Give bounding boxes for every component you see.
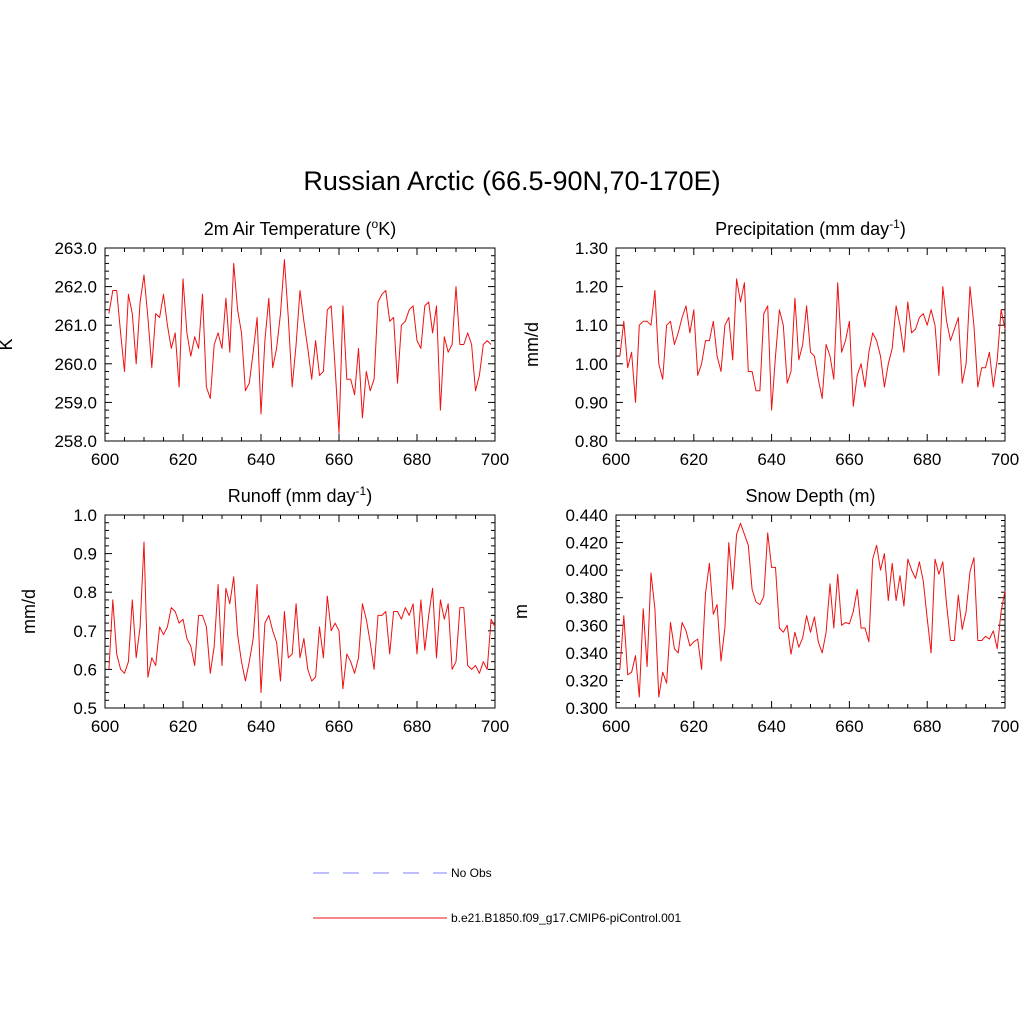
panel-title-text: Snow Depth (m) — [745, 486, 875, 506]
panel-title: Precipitation (mm day-1) — [715, 217, 906, 239]
x-tick-label: 600 — [91, 450, 119, 469]
y-tick-label: 0.5 — [73, 699, 97, 718]
panel-title: 2m Air Temperature (oK) — [204, 217, 396, 239]
figure-title: Russian Arctic (66.5-90N,70-170E) — [303, 166, 721, 196]
y-tick-label: 0.380 — [565, 589, 608, 608]
panel-title: Snow Depth (m) — [745, 486, 875, 506]
x-tick-label: 620 — [169, 717, 197, 736]
legend: No Obs b.e21.B1850.f09_g17.CMIP6-piContro… — [313, 866, 681, 925]
y-tick-label: 0.360 — [565, 616, 608, 635]
panel-title-end: K) — [378, 219, 396, 239]
x-tick-label: 680 — [403, 450, 431, 469]
x-tick-label: 640 — [247, 717, 275, 736]
y-tick-label: 263.0 — [54, 239, 97, 258]
panel-title-end: ) — [366, 486, 372, 506]
x-tick-label: 600 — [91, 717, 119, 736]
y-tick-label: 0.340 — [565, 644, 608, 663]
panel-title-text: Precipitation (mm day — [715, 219, 889, 239]
y-tick-label: 0.90 — [575, 393, 608, 412]
plot-frame — [104, 247, 496, 442]
y-tick-label: 0.300 — [565, 699, 608, 718]
y-axis-label: m — [511, 604, 531, 619]
x-tick-label: 620 — [680, 717, 708, 736]
y-axis-label: mm/d — [19, 589, 39, 634]
panel-title-superscript: o — [372, 217, 379, 231]
x-tick-label: 680 — [913, 717, 941, 736]
y-tick-label: 0.420 — [565, 534, 608, 553]
plot-frame — [615, 514, 1006, 709]
x-tick-label: 660 — [835, 717, 863, 736]
series-line-model — [619, 522, 1006, 698]
x-tick-label: 660 — [325, 717, 353, 736]
x-tick-label: 680 — [913, 450, 941, 469]
x-tick-label: 660 — [325, 450, 353, 469]
panel-title-text: Runoff (mm day — [228, 486, 356, 506]
panel-3: Runoff (mm day-1) mm/d 600 620 640 660 680 700 0… — [19, 484, 509, 736]
y-tick-label: 259.0 — [54, 393, 97, 412]
legend-label-obs: No Obs — [451, 866, 492, 880]
x-tick-label: 660 — [835, 450, 863, 469]
x-tick-label: 600 — [602, 450, 630, 469]
y-axis-label: K — [0, 338, 16, 350]
x-tick-label: 640 — [247, 450, 275, 469]
x-tick-label: 700 — [991, 717, 1019, 736]
x-tick-label: 700 — [991, 450, 1019, 469]
panel-2: Precipitation (mm day-1) mm/d 600 620 640 660… — [522, 217, 1019, 469]
x-tick-label: 640 — [757, 450, 785, 469]
y-tick-label: 0.440 — [565, 506, 608, 525]
x-tick-label: 620 — [680, 450, 708, 469]
panel-1: 2m Air Temperature (oK) K 600 620 640 660 680 7… — [0, 217, 509, 469]
x-tick-label: 620 — [169, 450, 197, 469]
y-tick-label: 0.6 — [73, 660, 97, 679]
y-tick-label: 0.8 — [73, 583, 97, 602]
panel-title-end: ) — [900, 219, 906, 239]
x-tick-label: 680 — [403, 717, 431, 736]
series-line-model — [108, 541, 496, 694]
y-tick-label: 1.0 — [73, 506, 97, 525]
y-tick-label: 1.20 — [575, 278, 608, 297]
y-tick-label: 260.0 — [54, 355, 97, 374]
panel-title-text: 2m Air Temperature ( — [204, 219, 372, 239]
y-tick-label: 1.10 — [575, 316, 608, 335]
plot-frame — [104, 514, 496, 709]
y-tick-label: 0.320 — [565, 671, 608, 690]
panel-title: Runoff (mm day-1) — [228, 484, 372, 506]
y-tick-label: 0.7 — [73, 622, 97, 641]
x-tick-label: 600 — [602, 717, 630, 736]
x-tick-label: 700 — [481, 717, 509, 736]
y-tick-label: 258.0 — [54, 432, 97, 451]
panel-4: Snow Depth (m) m 600 620 640 660 680 700 0.300 0.… — [511, 486, 1019, 736]
y-axis-label: mm/d — [522, 322, 542, 367]
series-line-model — [108, 259, 492, 434]
panel-title-superscript: -1 — [889, 217, 900, 231]
y-tick-label: 0.80 — [575, 432, 608, 451]
x-tick-label: 640 — [757, 717, 785, 736]
y-tick-label: 1.30 — [575, 239, 608, 258]
y-tick-label: 262.0 — [54, 278, 97, 297]
legend-label-model: b.e21.B1850.f09_g17.CMIP6-piControl.001 — [451, 911, 681, 925]
series-line-model — [619, 278, 1006, 411]
y-tick-label: 0.9 — [73, 545, 97, 564]
y-tick-label: 261.0 — [54, 316, 97, 335]
panel-title-superscript: -1 — [356, 484, 367, 498]
x-tick-label: 700 — [481, 450, 509, 469]
y-tick-label: 1.00 — [575, 355, 608, 374]
y-tick-label: 0.400 — [565, 561, 608, 580]
